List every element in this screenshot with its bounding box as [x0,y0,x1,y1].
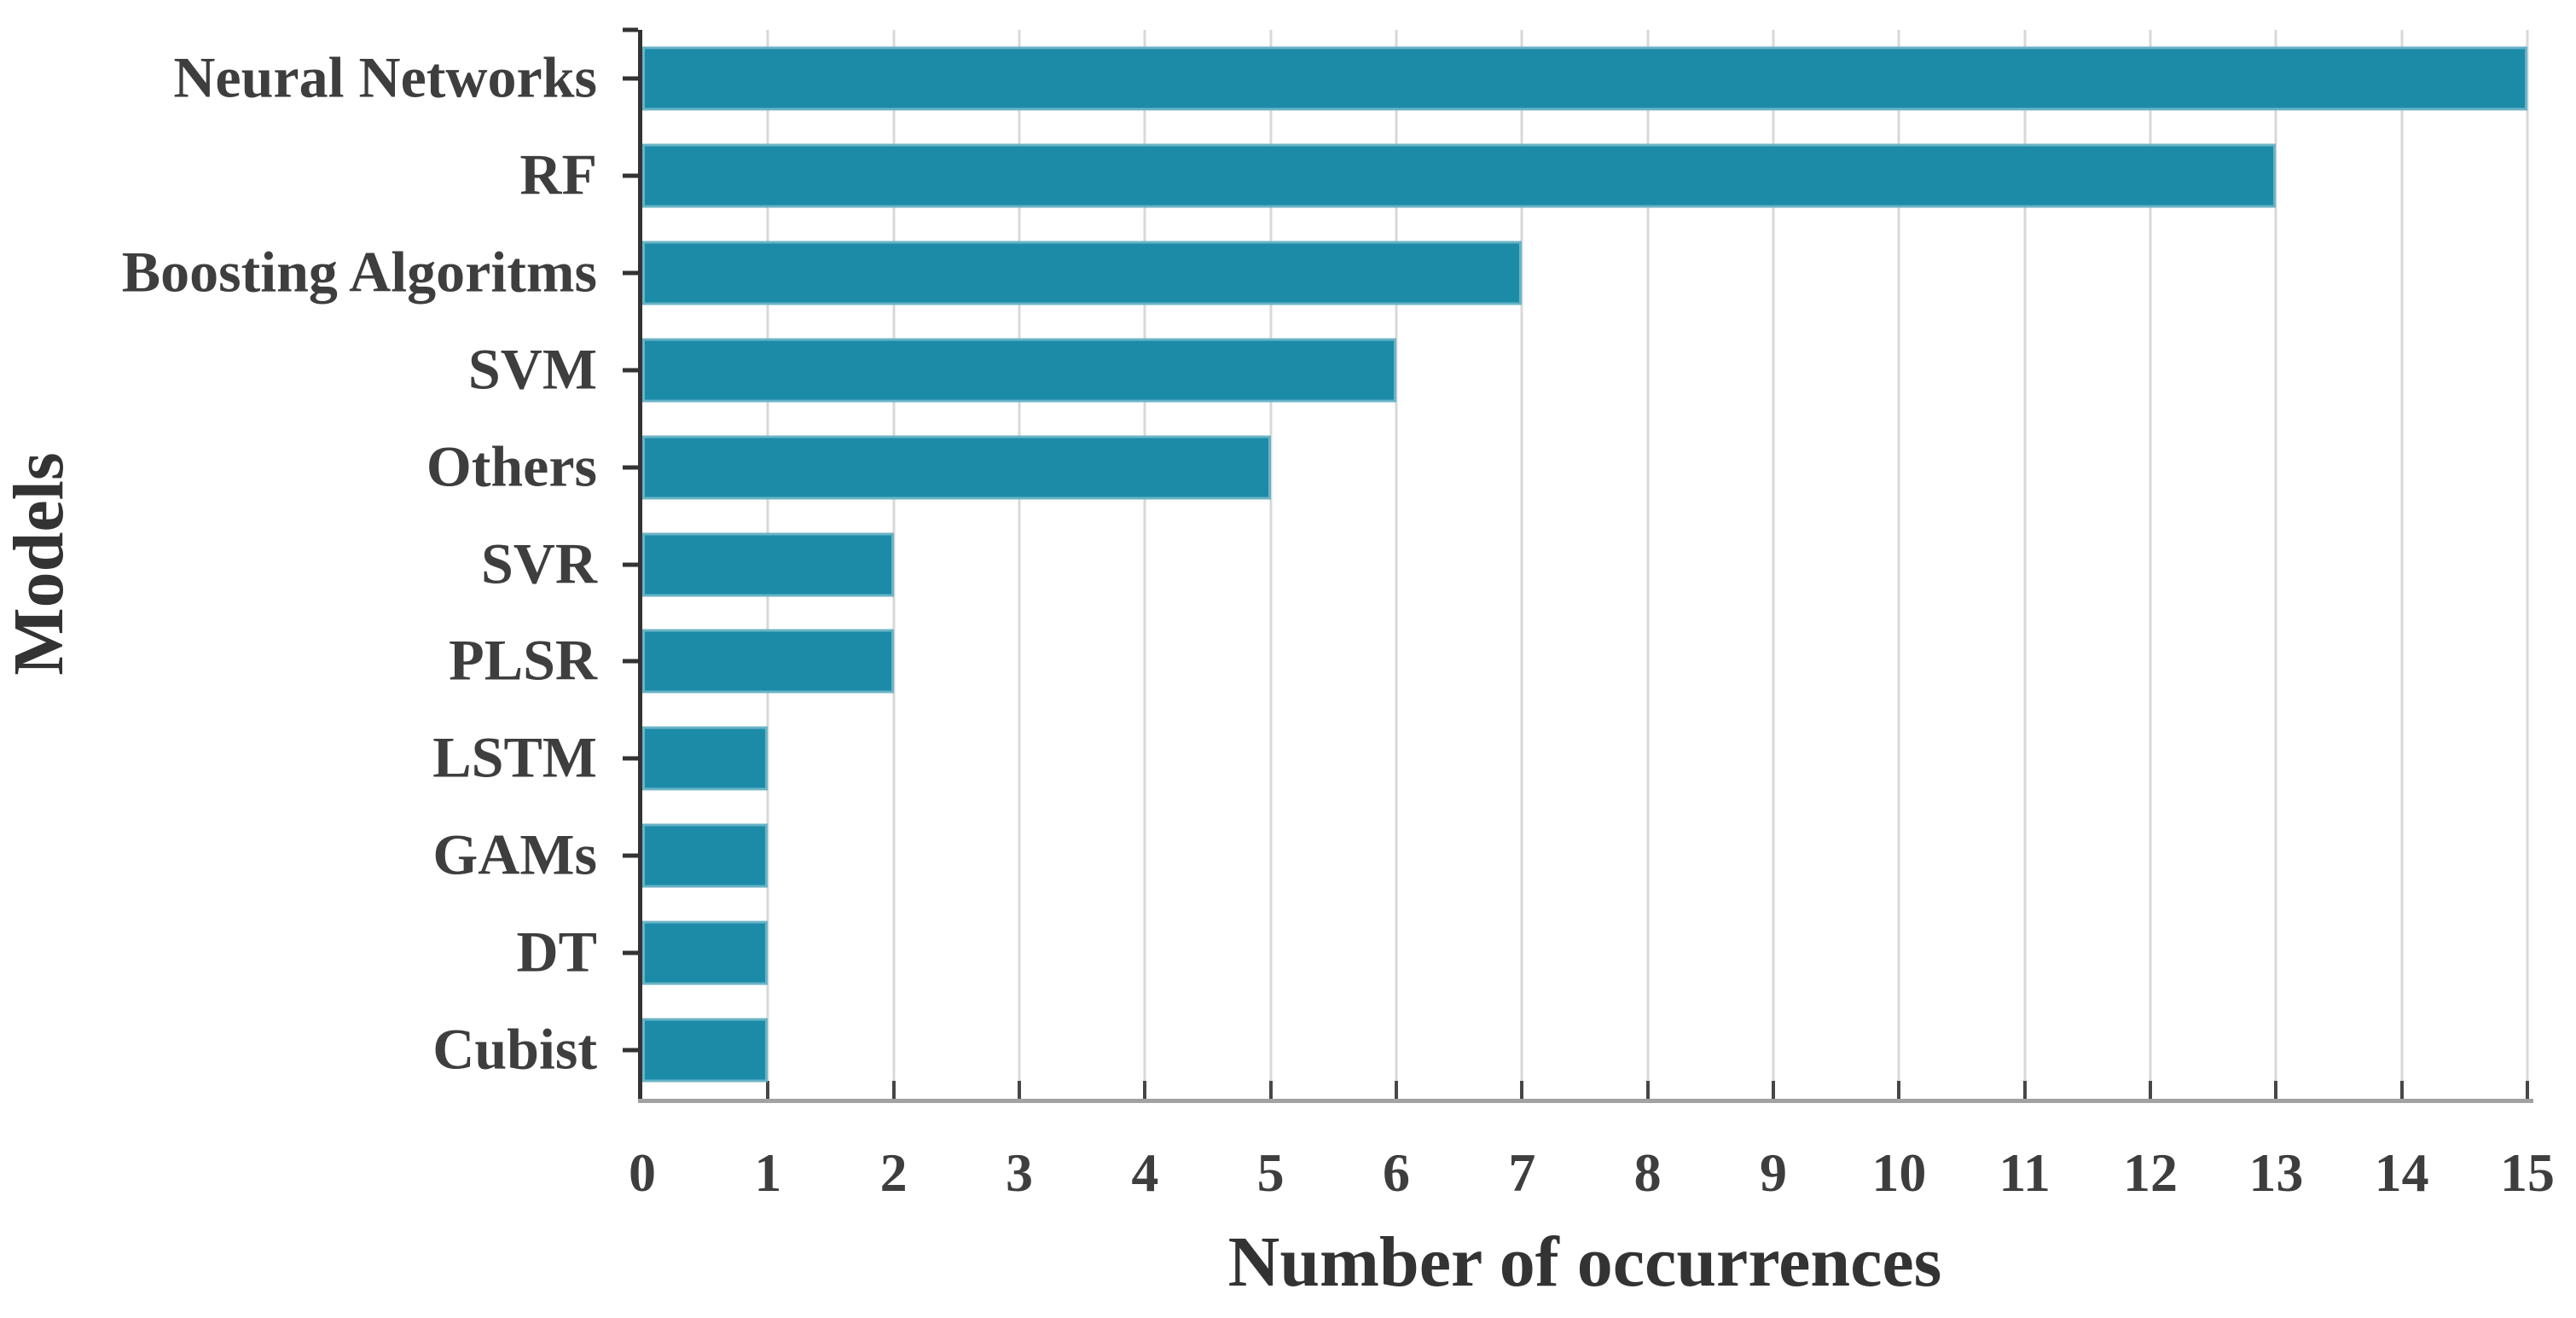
bar [642,726,769,791]
x-tick [2399,1081,2404,1099]
x-tick-label: 1 [754,1142,782,1203]
gridline [2274,30,2277,1099]
category-label: PLSR [449,628,597,694]
gridline [1772,30,1775,1099]
category-label: Others [426,433,597,499]
gridline [2526,30,2529,1099]
category-label: SVM [467,336,597,402]
y-tick [623,173,638,178]
gridline [1018,30,1021,1099]
x-tick [1143,1081,1147,1099]
y-tick [623,950,638,955]
y-tick [623,756,638,761]
gridline [1395,30,1398,1099]
y-tick [623,465,638,470]
category-label: DT [516,919,597,984]
x-tick [1520,1081,1524,1099]
y-tick [623,76,638,81]
category-label: Boosting Algoritms [121,239,597,305]
x-tick-label: 8 [1633,1142,1662,1203]
bar [642,823,769,888]
x-tick-label: 10 [1871,1142,1927,1203]
x-tick [2022,1081,2027,1099]
x-tick-label: 0 [629,1142,656,1203]
x-tick [1772,1081,1775,1099]
x-tick-label: 6 [1383,1142,1410,1203]
gridline [1646,30,1650,1099]
y-tick [623,562,638,566]
bar [642,435,1271,500]
x-tick [1018,1081,1021,1099]
x-tick-label: 5 [1256,1142,1285,1203]
x-tick [1645,1081,1650,1099]
y-tick [623,659,638,664]
x-tick [891,1081,896,1099]
x-tick-label: 11 [1999,1142,2051,1203]
x-tick [1395,1081,1398,1099]
y-tick [623,368,638,373]
y-axis-end-tick [623,27,638,32]
x-tick [2149,1081,2152,1099]
x-tick-label: 3 [1006,1142,1033,1203]
gridline [1520,30,1523,1099]
x-axis-line [638,1099,2533,1103]
bar [642,143,2277,208]
gridline [1897,30,1900,1099]
bar [642,629,894,694]
x-tick [1897,1081,1901,1099]
plot-area [623,27,2533,1103]
x-tick [1268,1081,1273,1099]
y-tick [623,1048,638,1053]
gridline [2149,30,2152,1099]
bar [642,920,769,985]
category-label: Neural Networks [173,44,597,110]
x-tick [766,1081,770,1099]
x-tick-label: 14 [2374,1142,2429,1203]
bar [642,1018,769,1083]
x-axis-title: Number of occurrences [1227,1222,1942,1302]
category-label: LSTM [432,724,597,790]
x-tick-label: 7 [1508,1142,1536,1203]
x-tick-label: 12 [2123,1142,2178,1203]
x-tick-label: 9 [1760,1142,1787,1203]
y-axis-spine [638,30,642,1099]
x-tick-label: 13 [2248,1142,2304,1203]
bar [642,338,1396,403]
x-tick [2526,1081,2529,1099]
bar [642,46,2527,111]
category-label: Cubist [432,1016,597,1082]
y-tick [623,853,638,858]
x-tick-label: 2 [879,1142,908,1203]
gridline [2023,30,2027,1099]
gridline [2400,30,2404,1099]
category-label: RF [519,142,597,207]
category-label: GAMs [432,822,597,887]
gridline [892,30,896,1099]
x-tick [2274,1081,2278,1099]
x-tick-label: 4 [1131,1142,1159,1203]
gridline [1269,30,1273,1099]
x-tick-label: 15 [2500,1142,2555,1203]
category-label: SVR [480,531,597,596]
y-tick [623,270,638,276]
gridline [1143,30,1146,1099]
bar [642,241,1523,305]
bar [642,532,894,596]
